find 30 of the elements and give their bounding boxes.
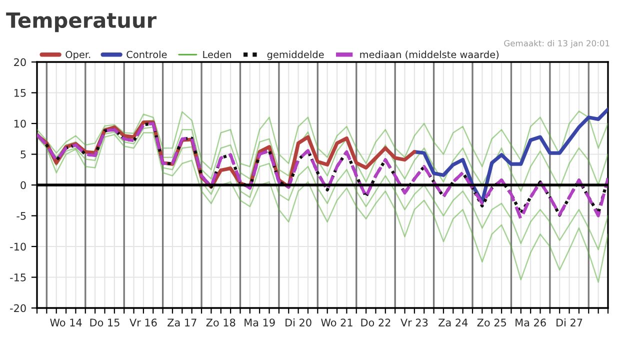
x-tick-label: Vr 16 [130, 318, 157, 326]
y-tick-label: 20 [14, 58, 26, 66]
x-tick-label: Zo 25 [477, 318, 506, 326]
x-tick-label: Ma 19 [244, 318, 275, 326]
y-tick-label: -10 [10, 242, 26, 251]
x-tick-label: Za 17 [168, 318, 196, 326]
x-tick-label: Do 22 [361, 318, 390, 326]
y-tick-label: -5 [16, 212, 26, 220]
x-tick-label: Vr 23 [400, 318, 428, 326]
x-tick-label: Di 27 [556, 318, 582, 326]
y-tick-label: 5 [20, 150, 26, 158]
legend-label: Oper. [66, 50, 90, 60]
legend-label: mediaan (middelste waarde) [360, 50, 499, 60]
y-tick-label: -15 [10, 274, 26, 282]
x-tick-label: Do 15 [90, 318, 120, 326]
x-tick-label: Di 20 [286, 318, 312, 326]
x-tick-label: Wo 14 [50, 318, 82, 326]
y-tick-label: -20 [10, 304, 26, 312]
x-tick-label: Za 24 [438, 318, 468, 326]
x-tick-label: Ma 26 [516, 318, 546, 326]
chart-title: Temperatuur [6, 12, 156, 32]
x-tick-label: Zo 18 [206, 318, 236, 326]
y-tick-label: 10 [14, 120, 26, 128]
y-tick-label: 0 [20, 181, 26, 190]
legend-label: gemiddelde [267, 50, 324, 60]
legend-label: Leden [203, 50, 231, 58]
x-tick-label: Wo 21 [321, 318, 352, 326]
y-tick-label: 15 [14, 89, 26, 97]
legend-label: Controle [126, 50, 167, 58]
text: Gemaakt: di 13 jan 20:01 [504, 40, 610, 48]
